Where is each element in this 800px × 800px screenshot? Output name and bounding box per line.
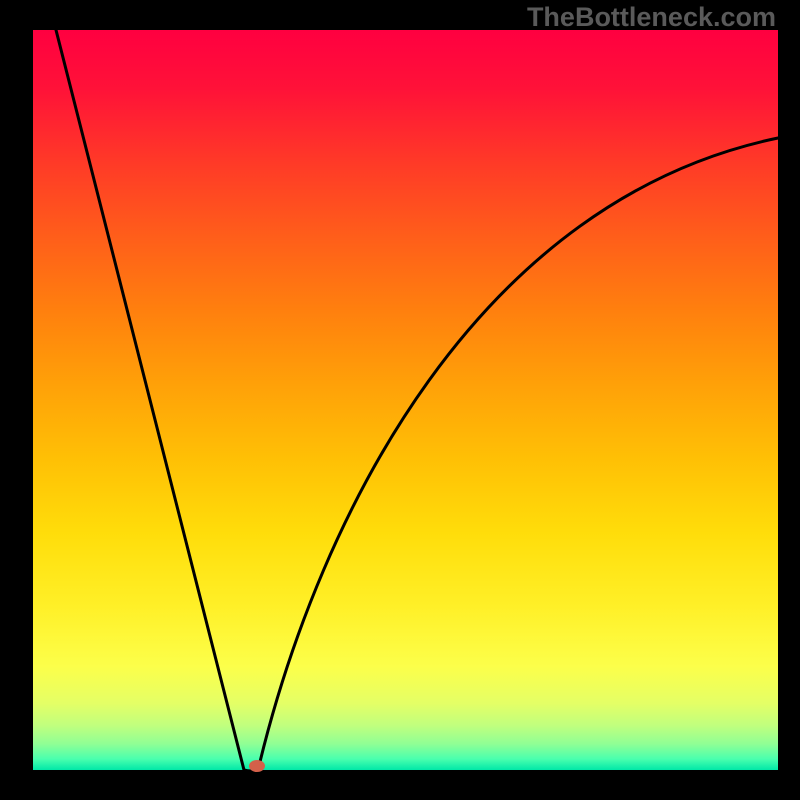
gradient-background — [33, 30, 778, 770]
watermark-text: TheBottleneck.com — [527, 2, 776, 33]
vertex-marker — [249, 760, 265, 772]
chart-container: TheBottleneck.com — [0, 0, 800, 800]
curve-overlay — [0, 0, 800, 800]
